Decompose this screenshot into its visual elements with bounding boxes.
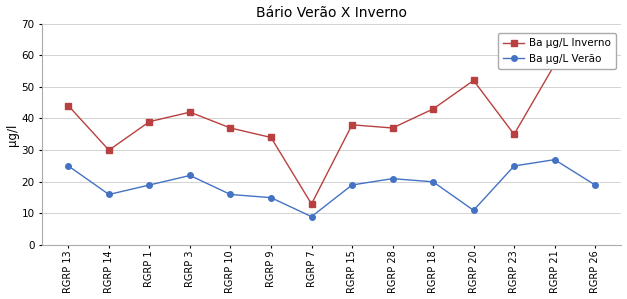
Ba µg/L Inverno xyxy=(591,50,599,54)
Line: Ba µg/L Inverno: Ba µg/L Inverno xyxy=(66,49,598,207)
Ba µg/L Inverno xyxy=(65,104,72,108)
Ba µg/L Inverno xyxy=(145,120,153,123)
Ba µg/L Verão xyxy=(65,164,72,168)
Ba µg/L Verão xyxy=(348,183,356,187)
Ba µg/L Verão xyxy=(227,193,234,196)
Ba µg/L Inverno xyxy=(267,136,275,139)
Ba µg/L Inverno xyxy=(389,126,396,130)
Ba µg/L Verão xyxy=(105,193,113,196)
Ba µg/L Inverno xyxy=(105,148,113,152)
Ba µg/L Verão xyxy=(591,183,599,187)
Ba µg/L Inverno xyxy=(470,79,477,82)
Ba µg/L Verão xyxy=(389,177,396,180)
Title: Bário Verão X Inverno: Bário Verão X Inverno xyxy=(256,6,408,19)
Ba µg/L Inverno xyxy=(227,126,234,130)
Legend: Ba µg/L Inverno, Ba µg/L Verão: Ba µg/L Inverno, Ba µg/L Verão xyxy=(498,33,616,69)
Ba µg/L Verão xyxy=(186,174,194,177)
Ba µg/L Inverno xyxy=(429,107,437,111)
Ba µg/L Verão xyxy=(267,196,275,199)
Ba µg/L Verão xyxy=(551,158,559,161)
Ba µg/L Inverno xyxy=(551,63,559,66)
Ba µg/L Verão xyxy=(145,183,153,187)
Ba µg/L Inverno xyxy=(510,132,518,136)
Ba µg/L Inverno xyxy=(186,110,194,114)
Ba µg/L Verão xyxy=(308,215,315,219)
Line: Ba µg/L Verão: Ba µg/L Verão xyxy=(66,157,598,219)
Y-axis label: µg/l: µg/l xyxy=(6,123,19,146)
Ba µg/L Inverno xyxy=(308,202,315,206)
Ba µg/L Inverno xyxy=(348,123,356,126)
Ba µg/L Verão xyxy=(429,180,437,184)
Ba µg/L Verão xyxy=(470,208,477,212)
Ba µg/L Verão xyxy=(510,164,518,168)
